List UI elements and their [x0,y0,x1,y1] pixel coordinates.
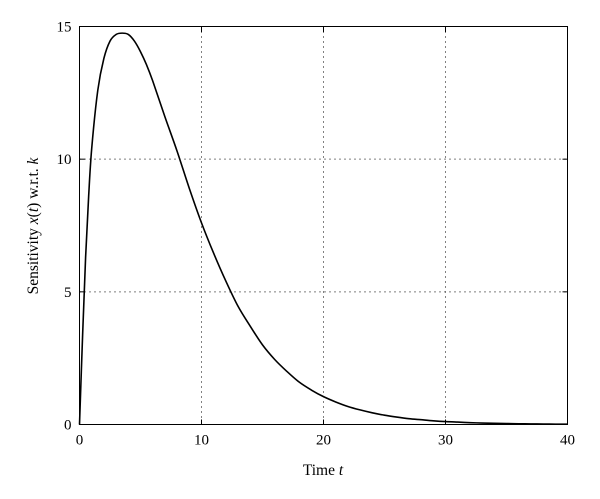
y-tick-label: 5 [64,285,72,301]
y-axis-label: Sensitivity x(t) w.r.t. k [25,156,42,294]
tick-labels: 0 10 20 30 40 0 5 10 15 [57,20,576,449]
x-axis-label: Time t [303,462,344,479]
y-tick-label: 15 [57,20,72,36]
axis-ticks [79,26,568,425]
y-tick-label: 0 [64,418,72,434]
x-tick-label: 20 [316,433,331,449]
x-tick-label: 0 [76,433,84,449]
y-tick-label: 10 [57,152,72,168]
plot-frame [79,26,568,425]
x-tick-label: 10 [194,433,209,449]
x-tick-label: 40 [560,433,575,449]
sensitivity-curve [78,32,568,426]
x-tick-label: 30 [438,433,453,449]
grid-lines [79,26,568,425]
